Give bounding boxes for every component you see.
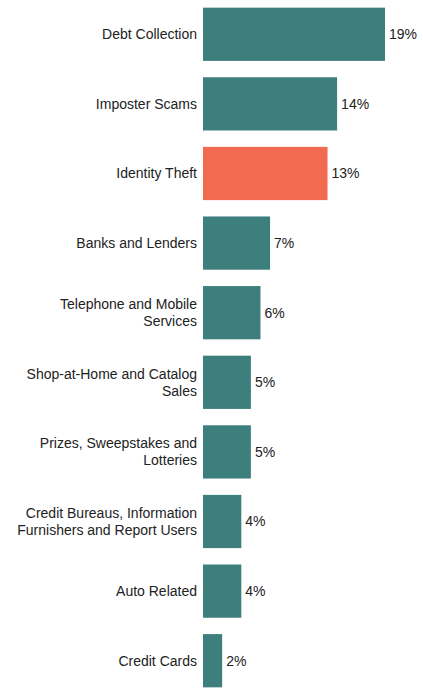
bar	[203, 634, 222, 687]
data-labels: 19% 14% 13% 7% 6% 5% 5% 4% 4% 2%	[226, 26, 417, 668]
tick: Auto Related	[116, 583, 203, 599]
bar	[203, 8, 385, 61]
bars	[203, 8, 385, 688]
bar	[203, 495, 241, 548]
tick: Identity Theft	[116, 165, 203, 181]
category-label: Credit Cards	[118, 653, 197, 669]
tick: Imposter Scams	[96, 96, 203, 112]
data-label: 19%	[389, 26, 417, 42]
data-label: 4%	[245, 513, 265, 529]
bar	[203, 77, 337, 130]
data-label: 13%	[332, 165, 360, 181]
tick: Telephone and MobileServices	[60, 296, 203, 329]
category-label: Debt Collection	[102, 26, 197, 42]
tick: Credit Bureaus, InformationFurnishers an…	[17, 505, 203, 538]
category-label: Identity Theft	[116, 165, 197, 181]
chart: 19% 14% 13% 7% 6% 5% 5% 4% 4% 2% Debt Collection Im…	[0, 0, 423, 695]
tick: Shop-at-Home and CatalogSales	[27, 366, 203, 399]
tick: Debt Collection	[102, 26, 203, 42]
category-label: Telephone and MobileServices	[60, 296, 197, 329]
category-axis: Debt Collection Imposter Scams Identity Th…	[17, 1, 203, 695]
data-label: 5%	[255, 444, 275, 460]
category-label: Auto Related	[116, 583, 197, 599]
tick: Banks and Lenders	[76, 235, 203, 251]
data-label: 6%	[264, 305, 284, 321]
bar	[203, 216, 270, 269]
data-label: 2%	[226, 653, 246, 669]
tick: Credit Cards	[118, 653, 203, 669]
bar	[203, 147, 328, 200]
bar	[203, 425, 251, 478]
tick: Prizes, Sweepstakes andLotteries	[40, 435, 203, 468]
data-label: 7%	[274, 235, 294, 251]
bar	[203, 564, 241, 617]
axis-line	[203, 1, 204, 695]
category-label: Credit Bureaus, InformationFurnishers an…	[17, 505, 197, 538]
bar	[203, 356, 251, 409]
bar	[203, 286, 260, 339]
category-label: Shop-at-Home and CatalogSales	[27, 366, 197, 399]
data-label: 5%	[255, 374, 275, 390]
data-label: 14%	[341, 96, 369, 112]
category-label: Prizes, Sweepstakes andLotteries	[40, 435, 197, 468]
data-label: 4%	[245, 583, 265, 599]
category-label: Imposter Scams	[96, 96, 197, 112]
category-label: Banks and Lenders	[76, 235, 197, 251]
